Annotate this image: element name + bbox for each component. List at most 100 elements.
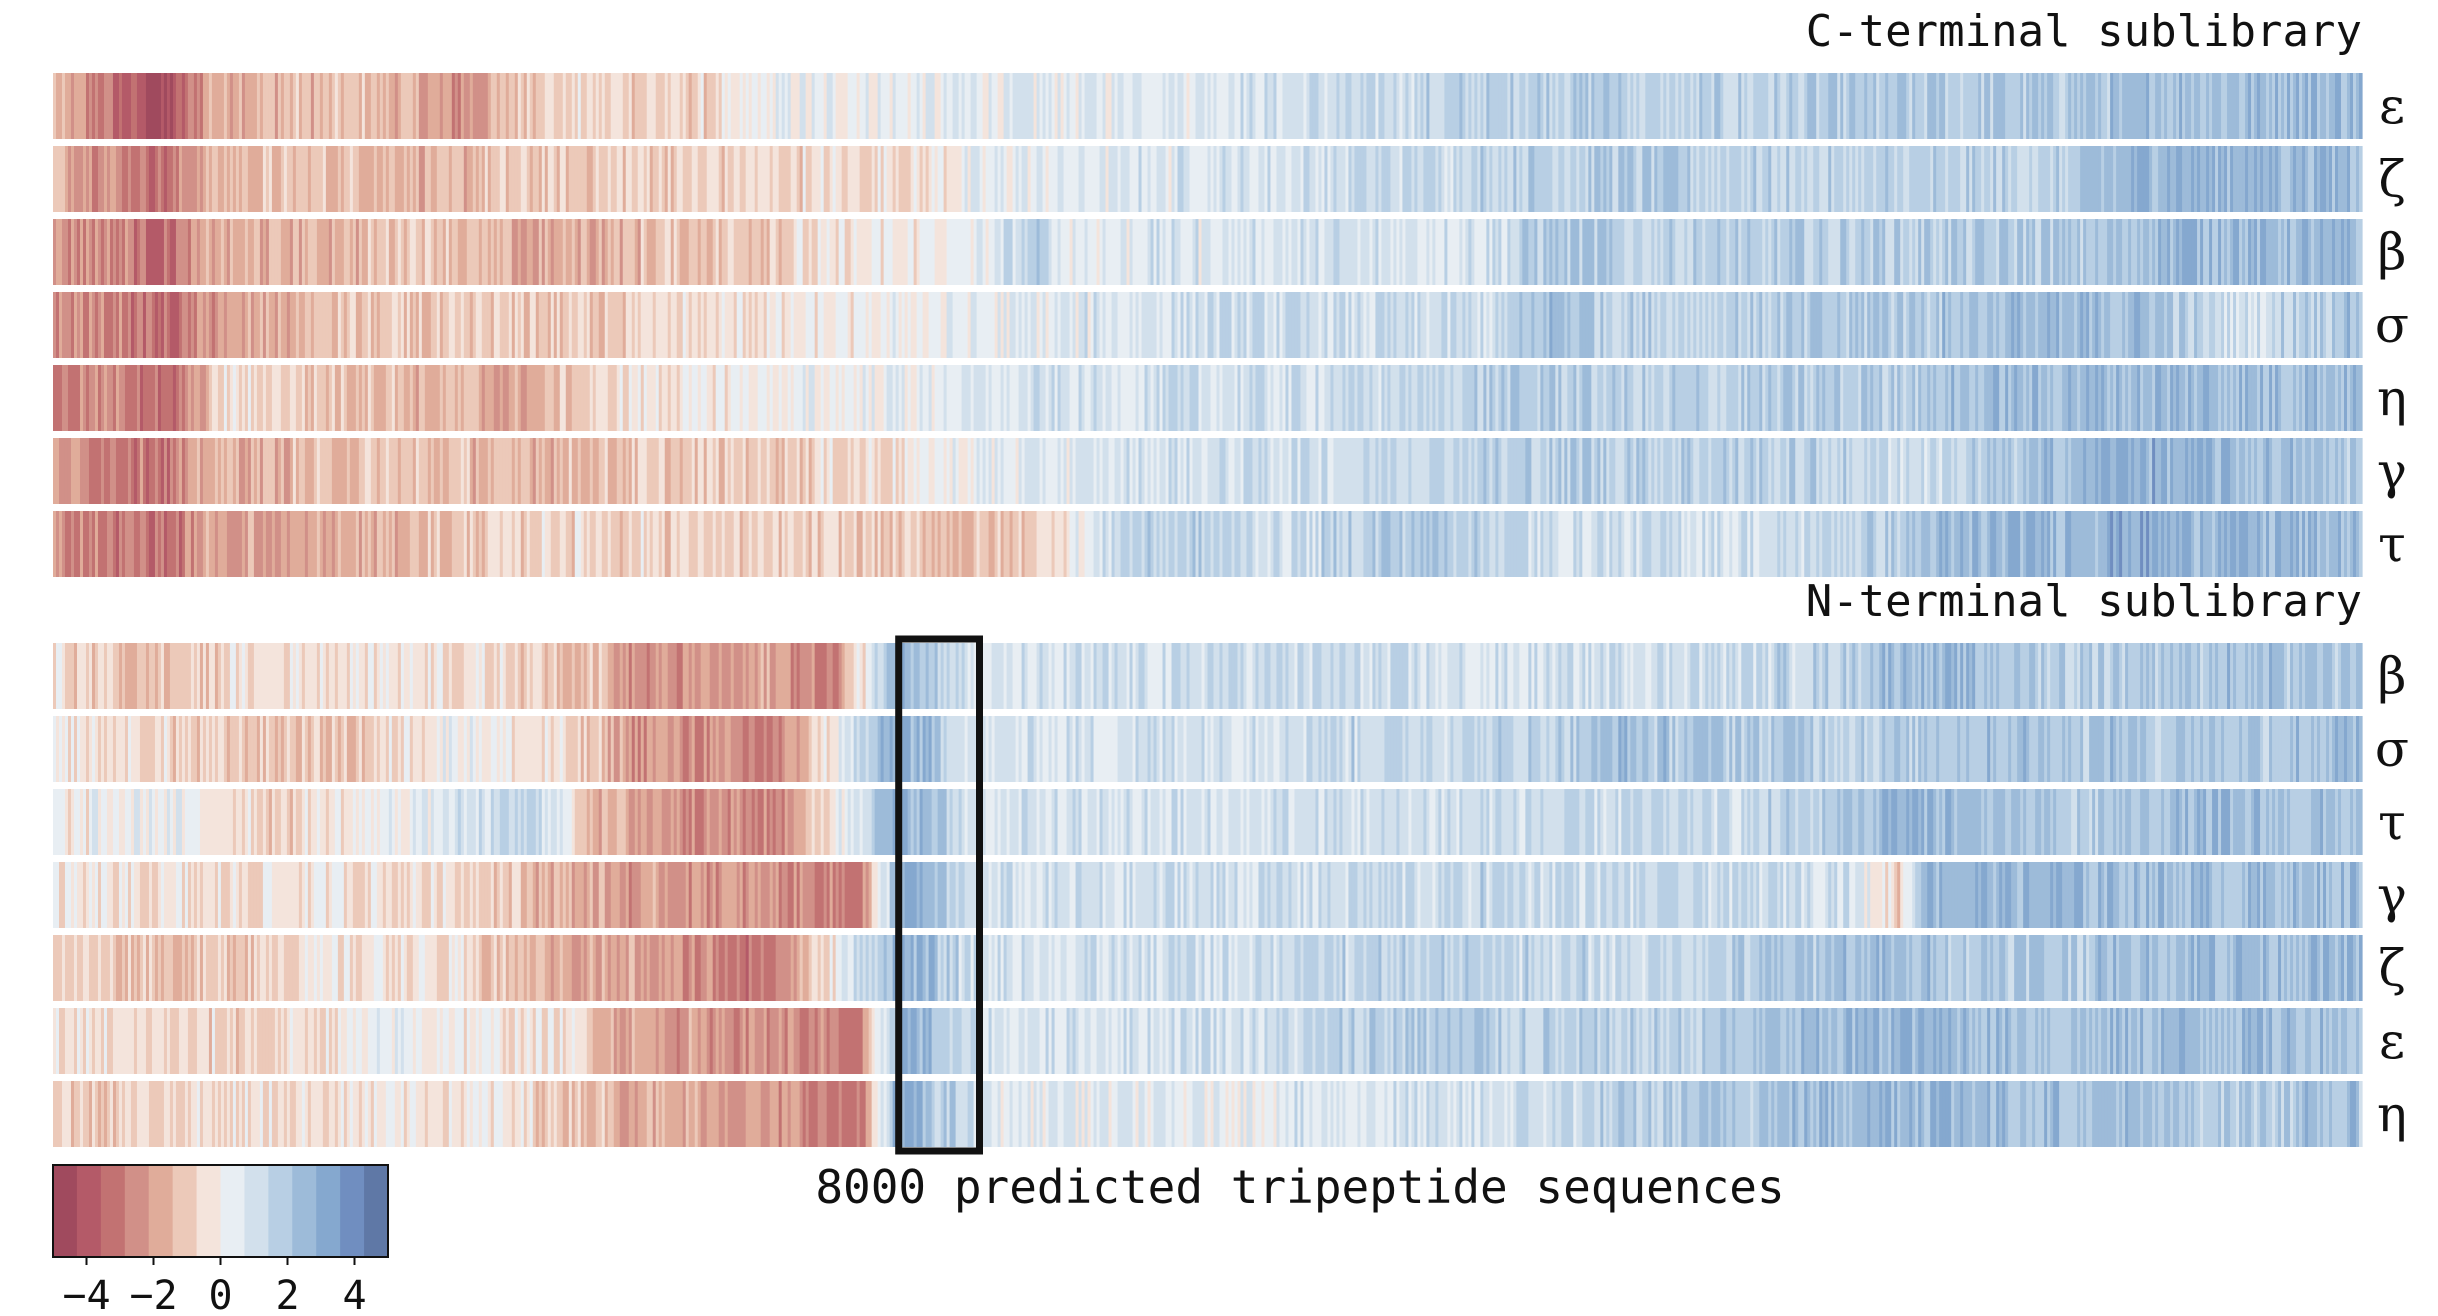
heatmap-cell xyxy=(1612,73,1616,139)
heatmap-cell xyxy=(1762,219,1766,285)
heatmap-cell xyxy=(508,73,513,139)
heatmap-cell xyxy=(1873,292,1877,358)
heatmap-cell xyxy=(2347,146,2351,212)
heatmap-cell xyxy=(1798,73,1802,139)
heatmap-cell xyxy=(220,146,225,212)
heatmap-cell xyxy=(154,292,159,358)
heatmap-cell xyxy=(592,292,597,358)
heatmap-cell xyxy=(1663,219,1667,285)
heatmap-cell xyxy=(331,73,336,139)
heatmap-cell xyxy=(916,73,921,139)
heatmap-cell xyxy=(1396,292,1401,358)
heatmap-cell xyxy=(2197,73,2201,139)
heatmap-cell xyxy=(577,146,582,212)
heatmap-cell xyxy=(139,219,144,285)
heatmap-cell xyxy=(538,146,543,212)
heatmap-cell xyxy=(1933,146,1937,212)
heatmap-cell xyxy=(151,146,156,212)
heatmap-cell xyxy=(979,219,984,285)
heatmap-cell xyxy=(2326,146,2330,212)
heatmap-cell xyxy=(574,292,579,358)
heatmap-cell xyxy=(1444,292,1448,358)
heatmap-cell xyxy=(181,365,186,431)
heatmap-cell xyxy=(1783,219,1787,285)
heatmap-cell xyxy=(2197,146,2201,212)
heatmap-cell xyxy=(766,146,771,212)
heatmap-cell xyxy=(1285,73,1290,139)
row-label: γ xyxy=(2377,442,2407,500)
heatmap-cell xyxy=(1423,146,1428,212)
heatmap-cell xyxy=(859,146,864,212)
heatmap-cell xyxy=(1969,73,1973,139)
heatmap-cell xyxy=(1825,219,1829,285)
heatmap-cell xyxy=(1498,146,1502,212)
heatmap-cell xyxy=(550,73,555,139)
heatmap-cell xyxy=(1360,146,1365,212)
heatmap-cell xyxy=(2062,73,2066,139)
heatmap-cell xyxy=(154,365,159,431)
heatmap-cell xyxy=(1918,292,1922,358)
heatmap-cell xyxy=(358,146,363,212)
heatmap-cell xyxy=(1459,73,1463,139)
heatmap-cell xyxy=(88,365,93,431)
heatmap-cell xyxy=(2260,219,2264,285)
heatmap-cell xyxy=(2236,219,2240,285)
heatmap-cell xyxy=(1018,292,1023,358)
heatmap-cell xyxy=(1735,292,1739,358)
heatmap-cell xyxy=(1948,292,1952,358)
heatmap-cell xyxy=(1414,219,1419,285)
heatmap-cell xyxy=(2314,219,2318,285)
heatmap-cell xyxy=(1219,73,1224,139)
heatmap-cell xyxy=(148,73,153,139)
heatmap-cell xyxy=(649,219,654,285)
heatmap-cell xyxy=(2182,219,2186,285)
heatmap-cell xyxy=(1213,146,1218,212)
heatmap-cell xyxy=(217,365,222,431)
heatmap-cell xyxy=(937,219,942,285)
heatmap-cell xyxy=(334,292,339,358)
heatmap-cell xyxy=(253,219,258,285)
heatmap-cell xyxy=(2272,292,2276,358)
heatmap-cell xyxy=(1555,73,1559,139)
heatmap-cell xyxy=(1480,219,1484,285)
heatmap-cell xyxy=(94,73,99,139)
heatmap-cell xyxy=(490,73,495,139)
heatmap-cell xyxy=(730,146,735,212)
heatmap-cell xyxy=(352,219,357,285)
heatmap-cell xyxy=(811,219,816,285)
heatmap-cell xyxy=(784,219,789,285)
heatmap-cell xyxy=(133,365,138,431)
heatmap-cell xyxy=(934,292,939,358)
heatmap-cell xyxy=(559,292,564,358)
heatmap-cell xyxy=(1756,219,1760,285)
heatmap-cell xyxy=(2266,292,2270,358)
heatmap-cell xyxy=(1189,292,1194,358)
heatmap-cell xyxy=(2323,292,2327,358)
heatmap-cell xyxy=(2131,219,2135,285)
heatmap-cell xyxy=(1714,219,1718,285)
heatmap-cell xyxy=(82,219,87,285)
heatmap-cell xyxy=(910,73,915,139)
heatmap-cell xyxy=(730,73,735,139)
heatmap-cell xyxy=(841,146,846,212)
heatmap-cell xyxy=(970,219,975,285)
heatmap-cell xyxy=(757,219,762,285)
heatmap-cell xyxy=(1438,219,1442,285)
heatmap-cell xyxy=(793,73,798,139)
heatmap-cell xyxy=(1816,219,1820,285)
heatmap-cell xyxy=(700,219,705,285)
heatmap-cell xyxy=(2116,219,2120,285)
heatmap-cell xyxy=(79,146,84,212)
heatmap-cell xyxy=(1387,73,1392,139)
heatmap-cell xyxy=(139,146,144,212)
heatmap-cell xyxy=(2290,292,2294,358)
heatmap-cell xyxy=(712,292,717,358)
heatmap-cell xyxy=(1591,292,1595,358)
heatmap-cell xyxy=(1765,219,1769,285)
heatmap-cell xyxy=(559,73,564,139)
heatmap-cell xyxy=(310,73,315,139)
heatmap-cell xyxy=(1111,73,1116,139)
heatmap-cell xyxy=(2140,219,2144,285)
heatmap-cell xyxy=(1114,73,1119,139)
heatmap-cell xyxy=(2227,219,2231,285)
